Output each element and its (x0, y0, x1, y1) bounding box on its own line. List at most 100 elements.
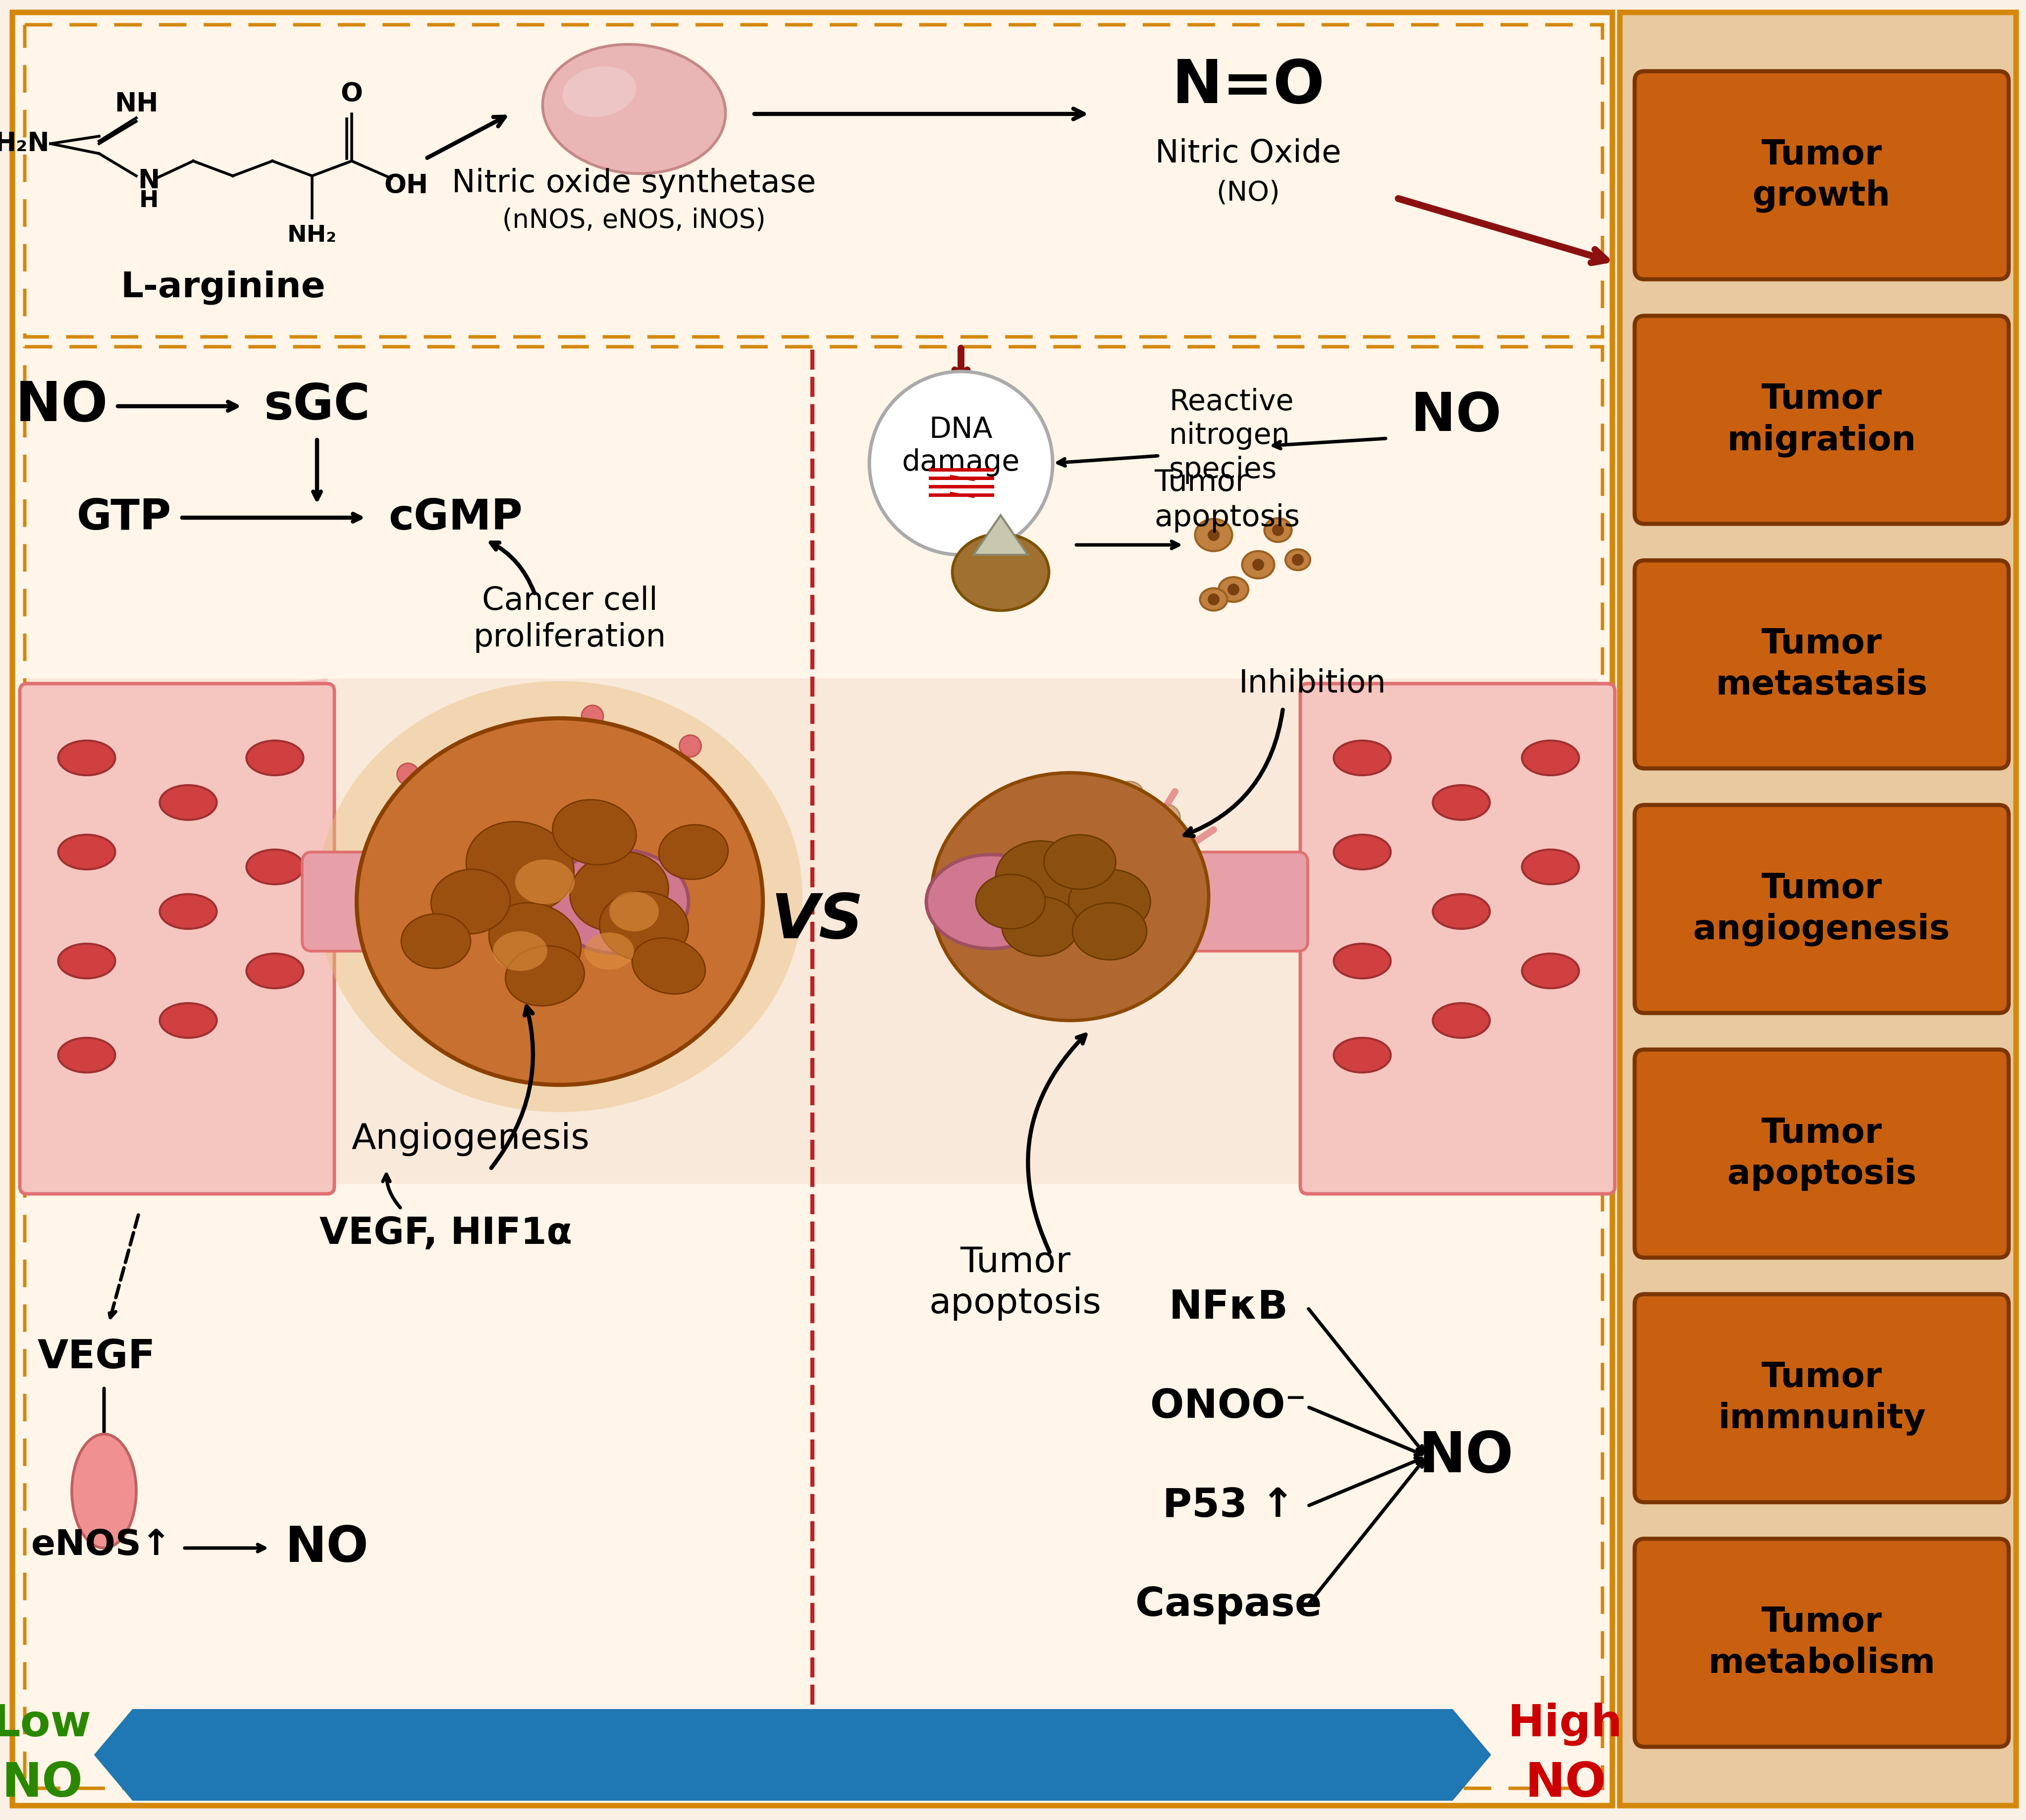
Circle shape (397, 763, 419, 784)
FancyBboxPatch shape (1621, 13, 2016, 1805)
Text: (NO): (NO) (1216, 180, 1280, 207)
Ellipse shape (1522, 741, 1578, 775)
Ellipse shape (1149, 804, 1181, 832)
Circle shape (521, 735, 543, 757)
Ellipse shape (488, 903, 581, 979)
Ellipse shape (466, 821, 573, 912)
Text: NO: NO (16, 380, 107, 433)
Text: NO: NO (286, 1523, 369, 1572)
Text: NH₂: NH₂ (288, 224, 336, 246)
Ellipse shape (1072, 797, 1106, 828)
FancyBboxPatch shape (1635, 561, 2008, 768)
Text: H₂N: H₂N (0, 131, 49, 157)
Ellipse shape (401, 914, 470, 968)
Ellipse shape (1029, 775, 1062, 801)
Ellipse shape (1432, 894, 1489, 928)
Text: Inhibition: Inhibition (1240, 668, 1386, 699)
Text: High: High (1507, 1702, 1623, 1745)
Ellipse shape (1284, 550, 1311, 570)
Ellipse shape (1155, 881, 1193, 912)
Ellipse shape (569, 852, 669, 932)
Circle shape (1228, 584, 1240, 595)
Ellipse shape (432, 870, 511, 934)
Polygon shape (972, 515, 1027, 555)
Text: NO: NO (1418, 1429, 1513, 1483)
Ellipse shape (515, 859, 575, 905)
FancyBboxPatch shape (1635, 804, 2008, 1014)
Text: N: N (138, 167, 160, 193)
FancyBboxPatch shape (12, 13, 1613, 1805)
Text: Cancer cell
proliferation: Cancer cell proliferation (474, 586, 667, 653)
Circle shape (869, 371, 1054, 555)
Text: cGMP: cGMP (389, 497, 523, 539)
Ellipse shape (563, 66, 636, 116)
Text: Low: Low (0, 1702, 91, 1745)
Circle shape (1293, 553, 1305, 566)
Ellipse shape (1432, 1003, 1489, 1037)
Text: VEGF: VEGF (38, 1338, 156, 1376)
Ellipse shape (1070, 870, 1151, 934)
Ellipse shape (1114, 957, 1145, 985)
Ellipse shape (632, 937, 705, 994)
Text: ONOO⁻: ONOO⁻ (1151, 1387, 1307, 1427)
Text: eNOS↑: eNOS↑ (30, 1529, 172, 1563)
Ellipse shape (1218, 577, 1248, 602)
Ellipse shape (1116, 781, 1143, 804)
Ellipse shape (160, 1003, 217, 1037)
Text: Tumor
apoptosis: Tumor apoptosis (1726, 1116, 1917, 1190)
Ellipse shape (1432, 784, 1489, 819)
Text: Caspase: Caspase (1135, 1585, 1321, 1623)
Ellipse shape (549, 850, 689, 954)
Ellipse shape (610, 892, 658, 932)
Ellipse shape (316, 681, 802, 1112)
Text: Tumor
metastasis: Tumor metastasis (1716, 628, 1927, 701)
Ellipse shape (59, 945, 115, 979)
FancyBboxPatch shape (24, 348, 1603, 1789)
Ellipse shape (1001, 897, 1078, 955)
Text: VEGF, HIF1α: VEGF, HIF1α (320, 1216, 571, 1252)
Circle shape (1207, 530, 1220, 541)
Ellipse shape (600, 892, 689, 961)
Text: (nNOS, eNOS, iNOS): (nNOS, eNOS, iNOS) (502, 207, 766, 233)
Ellipse shape (948, 877, 983, 905)
Ellipse shape (1522, 850, 1578, 885)
Ellipse shape (954, 928, 987, 954)
Text: Nitric oxide synthetase: Nitric oxide synthetase (452, 167, 816, 198)
FancyBboxPatch shape (1056, 852, 1307, 952)
FancyBboxPatch shape (1635, 1050, 2008, 1258)
Circle shape (1207, 593, 1220, 606)
Ellipse shape (1333, 1037, 1390, 1072)
Circle shape (1272, 524, 1284, 537)
Ellipse shape (1165, 839, 1193, 864)
Circle shape (381, 830, 403, 852)
Ellipse shape (543, 44, 725, 173)
Ellipse shape (492, 932, 547, 970)
Text: sGC: sGC (263, 382, 371, 430)
Text: Tumor
immnunity: Tumor immnunity (1718, 1361, 1925, 1436)
FancyBboxPatch shape (24, 25, 1603, 337)
Text: NFκB: NFκB (1169, 1289, 1289, 1327)
Text: L-arginine: L-arginine (120, 269, 326, 304)
Ellipse shape (59, 741, 115, 775)
Ellipse shape (1333, 741, 1390, 775)
FancyBboxPatch shape (20, 684, 334, 1194)
Ellipse shape (59, 835, 115, 870)
Ellipse shape (504, 946, 583, 1006)
Ellipse shape (1072, 903, 1147, 959)
Ellipse shape (71, 1434, 136, 1549)
Text: Tumor
metabolism: Tumor metabolism (1708, 1605, 1935, 1680)
FancyBboxPatch shape (1301, 684, 1615, 1194)
Ellipse shape (1195, 519, 1232, 551)
Circle shape (1252, 559, 1264, 571)
Ellipse shape (1242, 551, 1274, 579)
Ellipse shape (979, 966, 1013, 994)
Text: NO: NO (1526, 1760, 1607, 1807)
Text: Nitric Oxide: Nitric Oxide (1155, 138, 1341, 169)
Ellipse shape (160, 784, 217, 819)
Ellipse shape (1264, 519, 1293, 542)
FancyBboxPatch shape (1635, 1294, 2008, 1501)
Ellipse shape (960, 830, 993, 855)
Ellipse shape (952, 533, 1049, 610)
Ellipse shape (247, 954, 304, 988)
Ellipse shape (995, 841, 1084, 912)
